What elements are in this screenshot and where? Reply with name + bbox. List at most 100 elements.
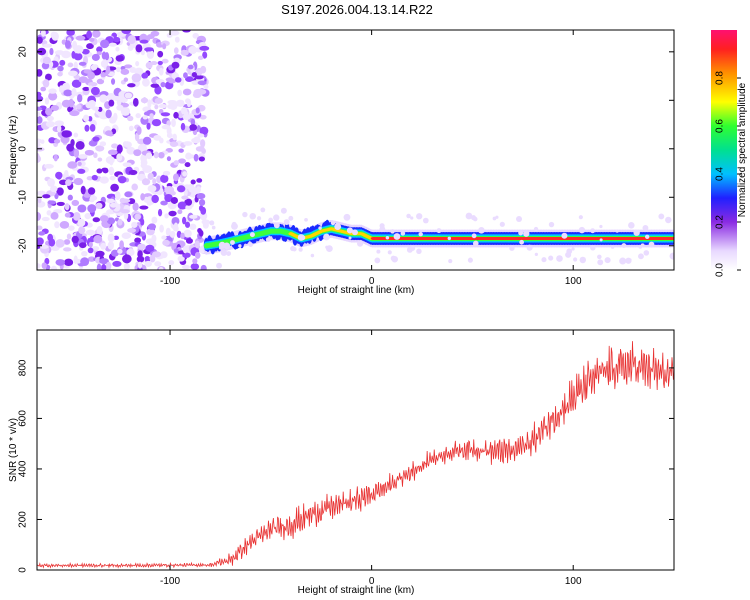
noise-blob — [37, 68, 43, 77]
noise-blob — [64, 169, 69, 177]
noise-blob — [174, 77, 182, 83]
colorbar-ticks: 0.0 0.2 0.4 0.6 0.8 — [715, 71, 741, 277]
ridge-speck — [541, 257, 547, 263]
noise-blob — [160, 200, 168, 206]
noise-blob — [108, 42, 117, 47]
noise-blob — [180, 107, 188, 115]
noise-blob — [96, 46, 103, 53]
noise-blob — [173, 222, 179, 231]
noise-blob — [171, 118, 176, 128]
noise-blob — [197, 228, 202, 234]
noise-blob — [166, 156, 172, 162]
noise-blob — [84, 149, 95, 156]
ridge-speck — [669, 252, 674, 260]
noise-blob — [162, 43, 167, 50]
noise-blob — [134, 213, 141, 220]
noise-blob — [40, 30, 46, 37]
noise-blob — [137, 261, 143, 269]
noise-blob — [142, 78, 150, 87]
spectrogram-y-label: Frequency (Hz) — [8, 116, 19, 185]
noise-blob — [149, 113, 154, 119]
noise-blob — [135, 60, 140, 67]
noise-blob — [165, 227, 171, 237]
noise-blob — [61, 130, 72, 138]
noise-blob — [54, 50, 65, 56]
noise-blob — [54, 221, 60, 229]
noise-blob — [104, 130, 113, 136]
noise-blob — [67, 225, 75, 231]
noise-blob — [71, 235, 79, 244]
noise-blob — [147, 223, 156, 230]
noise-blob — [111, 78, 116, 85]
noise-blob — [183, 141, 193, 146]
ridge-speck — [556, 255, 563, 262]
ridge-speck — [323, 233, 330, 241]
noise-blob — [188, 185, 196, 193]
noise-blob — [108, 166, 115, 176]
noise-blob — [83, 114, 90, 122]
noise-blob — [105, 109, 112, 119]
noise-blob — [161, 124, 171, 130]
noise-blob — [116, 144, 123, 154]
noise-blob — [73, 177, 84, 186]
noise-blob — [121, 254, 132, 264]
ridge-speck — [478, 227, 485, 234]
noise-blob — [166, 32, 173, 38]
noise-blob — [41, 40, 48, 45]
noise-blob — [182, 216, 187, 225]
noise-blob — [73, 255, 78, 264]
noise-blob — [146, 228, 155, 236]
ridge-speck — [566, 248, 573, 255]
noise-blob — [181, 195, 189, 200]
noise-blob — [182, 113, 191, 121]
noise-blob — [144, 260, 152, 267]
noise-blob — [173, 160, 180, 166]
noise-blob — [89, 124, 96, 132]
colorbar-gradient — [711, 30, 737, 270]
noise-blob — [78, 61, 87, 66]
noise-blob — [113, 95, 120, 101]
noise-blob — [54, 192, 59, 200]
y-tick-label: 10 — [18, 94, 29, 106]
noise-blob — [188, 214, 198, 219]
ridge-speck — [590, 228, 596, 234]
noise-blob — [37, 142, 41, 148]
noise-blob — [195, 107, 200, 114]
noise-blob — [128, 169, 138, 176]
noise-blob — [195, 146, 205, 152]
noise-blob — [72, 40, 78, 50]
ridge-speck — [499, 221, 505, 227]
ridge-speck — [533, 226, 539, 232]
noise-blob — [127, 198, 136, 205]
noise-blob — [153, 151, 159, 159]
noise-blob — [116, 153, 123, 162]
noise-blob — [63, 89, 73, 97]
noise-blob — [111, 143, 119, 149]
noise-blob — [191, 72, 198, 78]
noise-blob — [93, 152, 98, 159]
snr-x-label: Height of straight line (km) — [298, 585, 415, 596]
noise-blob — [71, 199, 80, 206]
spectrogram-x-ticks: -100 0 100 — [160, 30, 582, 287]
noise-blob — [117, 218, 123, 226]
noise-blob — [38, 231, 46, 236]
noise-blob — [100, 39, 110, 49]
noise-blob — [161, 58, 169, 64]
noise-blob — [53, 138, 61, 144]
ridge-speck — [472, 240, 479, 247]
noise-blob — [134, 132, 140, 142]
noise-blob — [90, 86, 100, 96]
noise-blob — [56, 124, 62, 133]
noise-blob — [79, 242, 87, 249]
x-tick-label: 0 — [369, 576, 375, 587]
noise-blob — [91, 174, 98, 181]
noise-blob — [180, 49, 189, 56]
noise-blob — [121, 30, 132, 35]
noise-blob — [168, 79, 176, 84]
noise-blob — [96, 51, 102, 56]
noise-blob — [202, 51, 208, 59]
noise-blob — [164, 185, 175, 194]
noise-blob — [95, 202, 103, 209]
noise-blob — [164, 193, 173, 203]
